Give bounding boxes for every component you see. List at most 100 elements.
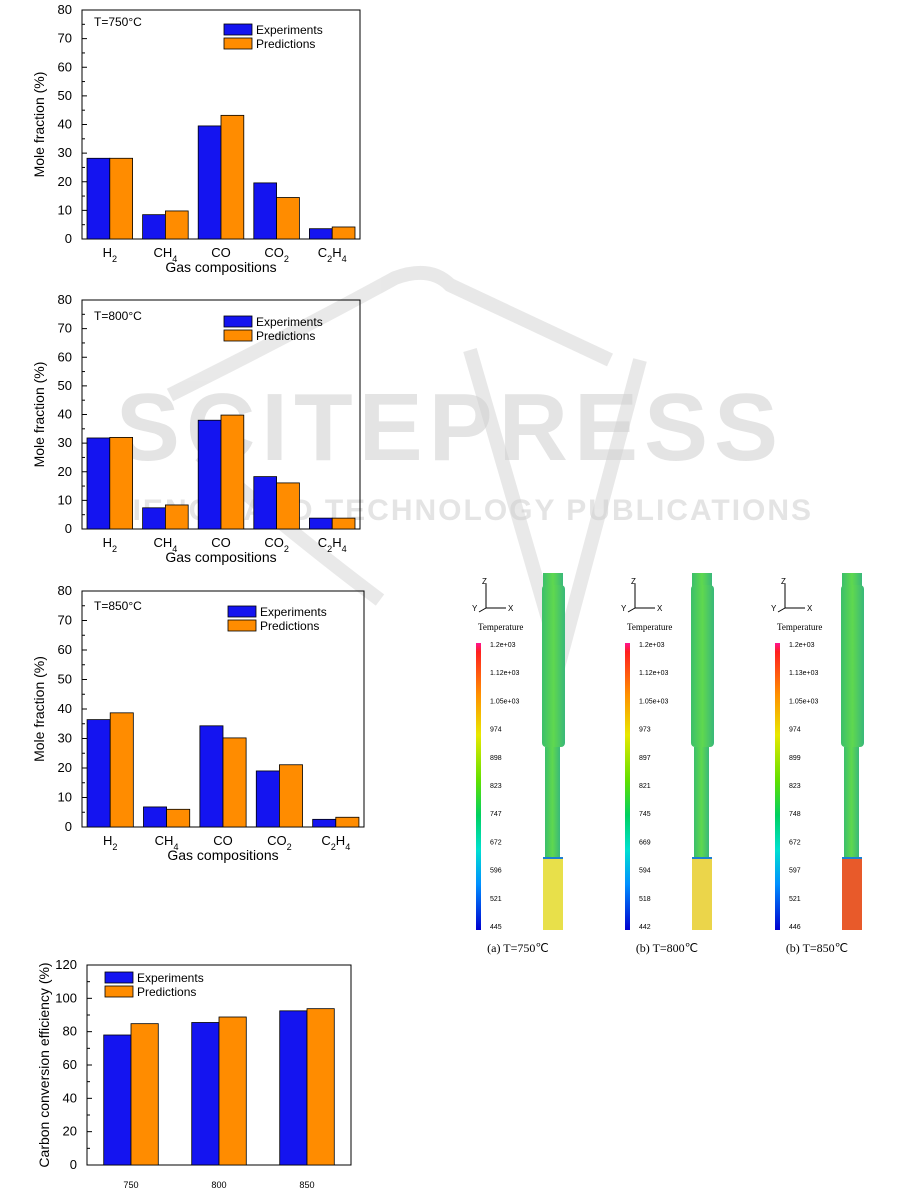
bar-predictions-c2h4	[331, 226, 356, 240]
x-tick-label: 750	[123, 1180, 138, 1190]
reactor-top-neck	[692, 573, 712, 587]
colorbar-tick-label: 821	[639, 783, 651, 790]
legend-label-predictions: Predictions	[137, 985, 196, 999]
colorbar-tick-label: 897	[639, 755, 651, 762]
bar-predictions-co2	[278, 764, 303, 828]
legend-label-predictions: Predictions	[256, 329, 315, 343]
legend-label-experiments: Experiments	[137, 971, 204, 985]
triad-z-label: Z	[631, 577, 636, 586]
y-tick-label: 120	[55, 957, 77, 972]
colorbar-tick-label: 1.05e+03	[490, 698, 519, 705]
reactor-top-neck	[543, 573, 563, 587]
simulation-caption: (b) T=800℃	[636, 941, 698, 955]
legend-swatch-predictions	[104, 985, 134, 998]
y-tick-label: 50	[58, 672, 72, 687]
reactor-freeboard	[841, 585, 864, 747]
triad-x-label: X	[807, 604, 813, 613]
bar-predictions-co2	[276, 482, 300, 530]
x-tick-label: CO	[211, 535, 231, 550]
y-tick-label: 40	[58, 701, 72, 716]
bar-predictions-co	[220, 414, 245, 530]
y-tick-label: 80	[63, 1024, 77, 1039]
bar-predictions-ch4	[164, 210, 189, 240]
colorbar-title: Temperature	[777, 622, 822, 632]
reactor-riser	[545, 747, 560, 859]
colorbar-tick-label: 442	[639, 924, 651, 931]
x-axis-label: Gas compositions	[167, 847, 278, 863]
x-axis-label: Gas compositions	[165, 259, 276, 275]
y-tick-label: 40	[58, 407, 72, 422]
y-tick-label: 70	[58, 31, 72, 46]
y-tick-label: 20	[63, 1124, 77, 1139]
simulation-caption: (a) T=750℃	[487, 941, 549, 955]
legend-swatch-experiments	[223, 23, 253, 36]
colorbar-tick-label: 1.05e+03	[789, 698, 818, 705]
y-tick-label: 10	[58, 790, 72, 805]
x-tick-label: CO2	[267, 833, 292, 852]
legend-label-experiments: Experiments	[256, 23, 323, 37]
legend-label-predictions: Predictions	[260, 619, 319, 633]
triad-z-label: Z	[781, 577, 786, 586]
colorbar-tick-label: 594	[639, 868, 651, 875]
bar-predictions-ch4	[164, 504, 189, 530]
colorbar-tick-label: 747	[490, 811, 502, 818]
colorbar-tick-label: 823	[490, 783, 502, 790]
colorbar-tick-label: 1.2e+03	[490, 642, 516, 649]
colorbar-tick-label: 521	[789, 896, 801, 903]
y-tick-label: 10	[58, 492, 72, 507]
y-tick-label: 60	[58, 349, 72, 364]
y-tick-label: 10	[58, 202, 72, 217]
colorbar-tick-label: 521	[490, 896, 502, 903]
legend-label-experiments: Experiments	[256, 315, 323, 329]
triad-z-label: Z	[482, 577, 487, 586]
x-tick-label: CO	[213, 833, 233, 848]
triad-x-label: X	[657, 604, 663, 613]
y-tick-label: 30	[58, 731, 72, 746]
reactor-freeboard	[542, 585, 565, 747]
reactor-riser	[844, 747, 859, 859]
colorbar-tick-label: 1.05e+03	[639, 698, 668, 705]
x-tick-label: 800	[211, 1180, 226, 1190]
legend-label-predictions: Predictions	[256, 37, 315, 51]
reactor-top-neck	[842, 573, 862, 587]
temperature-annotation: T=850°C	[94, 599, 142, 613]
y-tick-label: 0	[65, 231, 72, 246]
y-axis-label: Mole fraction (%)	[31, 72, 47, 178]
colorbar-tick-label: 597	[789, 868, 801, 875]
y-tick-label: 40	[63, 1090, 77, 1105]
y-tick-label: 60	[63, 1057, 77, 1072]
bar-predictions-c2h4	[331, 517, 356, 530]
legend-swatch-experiments	[227, 605, 257, 618]
colorbar-tick-label: 518	[639, 896, 651, 903]
x-tick-label: H2	[103, 833, 117, 852]
legend-label-experiments: Experiments	[260, 605, 327, 619]
y-tick-label: 0	[70, 1157, 77, 1172]
x-tick-label: CH4	[155, 833, 179, 852]
y-tick-label: 80	[58, 292, 72, 307]
legend-swatch-predictions	[223, 37, 253, 50]
colorbar-title: Temperature	[627, 622, 672, 632]
reactor-bottom-bed	[692, 858, 712, 930]
triad-x-label: X	[508, 604, 514, 613]
bar-predictions-750	[130, 1023, 159, 1166]
y-tick-label: 40	[58, 117, 72, 132]
colorbar-tick-label: 1.13e+03	[789, 670, 818, 677]
x-tick-label: H2	[103, 245, 117, 264]
y-tick-label: 70	[58, 613, 72, 628]
y-tick-label: 60	[58, 642, 72, 657]
bar-predictions-c2h4	[335, 816, 360, 828]
triad-y-label: Y	[472, 604, 478, 613]
y-tick-label: 30	[58, 145, 72, 160]
y-tick-label: 30	[58, 435, 72, 450]
legend-swatch-experiments	[104, 971, 134, 984]
legend-swatch-predictions	[227, 619, 257, 632]
bar-predictions-h2	[109, 157, 133, 240]
y-tick-label: 50	[58, 88, 72, 103]
colorbar-tick-label: 898	[490, 755, 502, 762]
bar-predictions-co	[222, 737, 247, 828]
